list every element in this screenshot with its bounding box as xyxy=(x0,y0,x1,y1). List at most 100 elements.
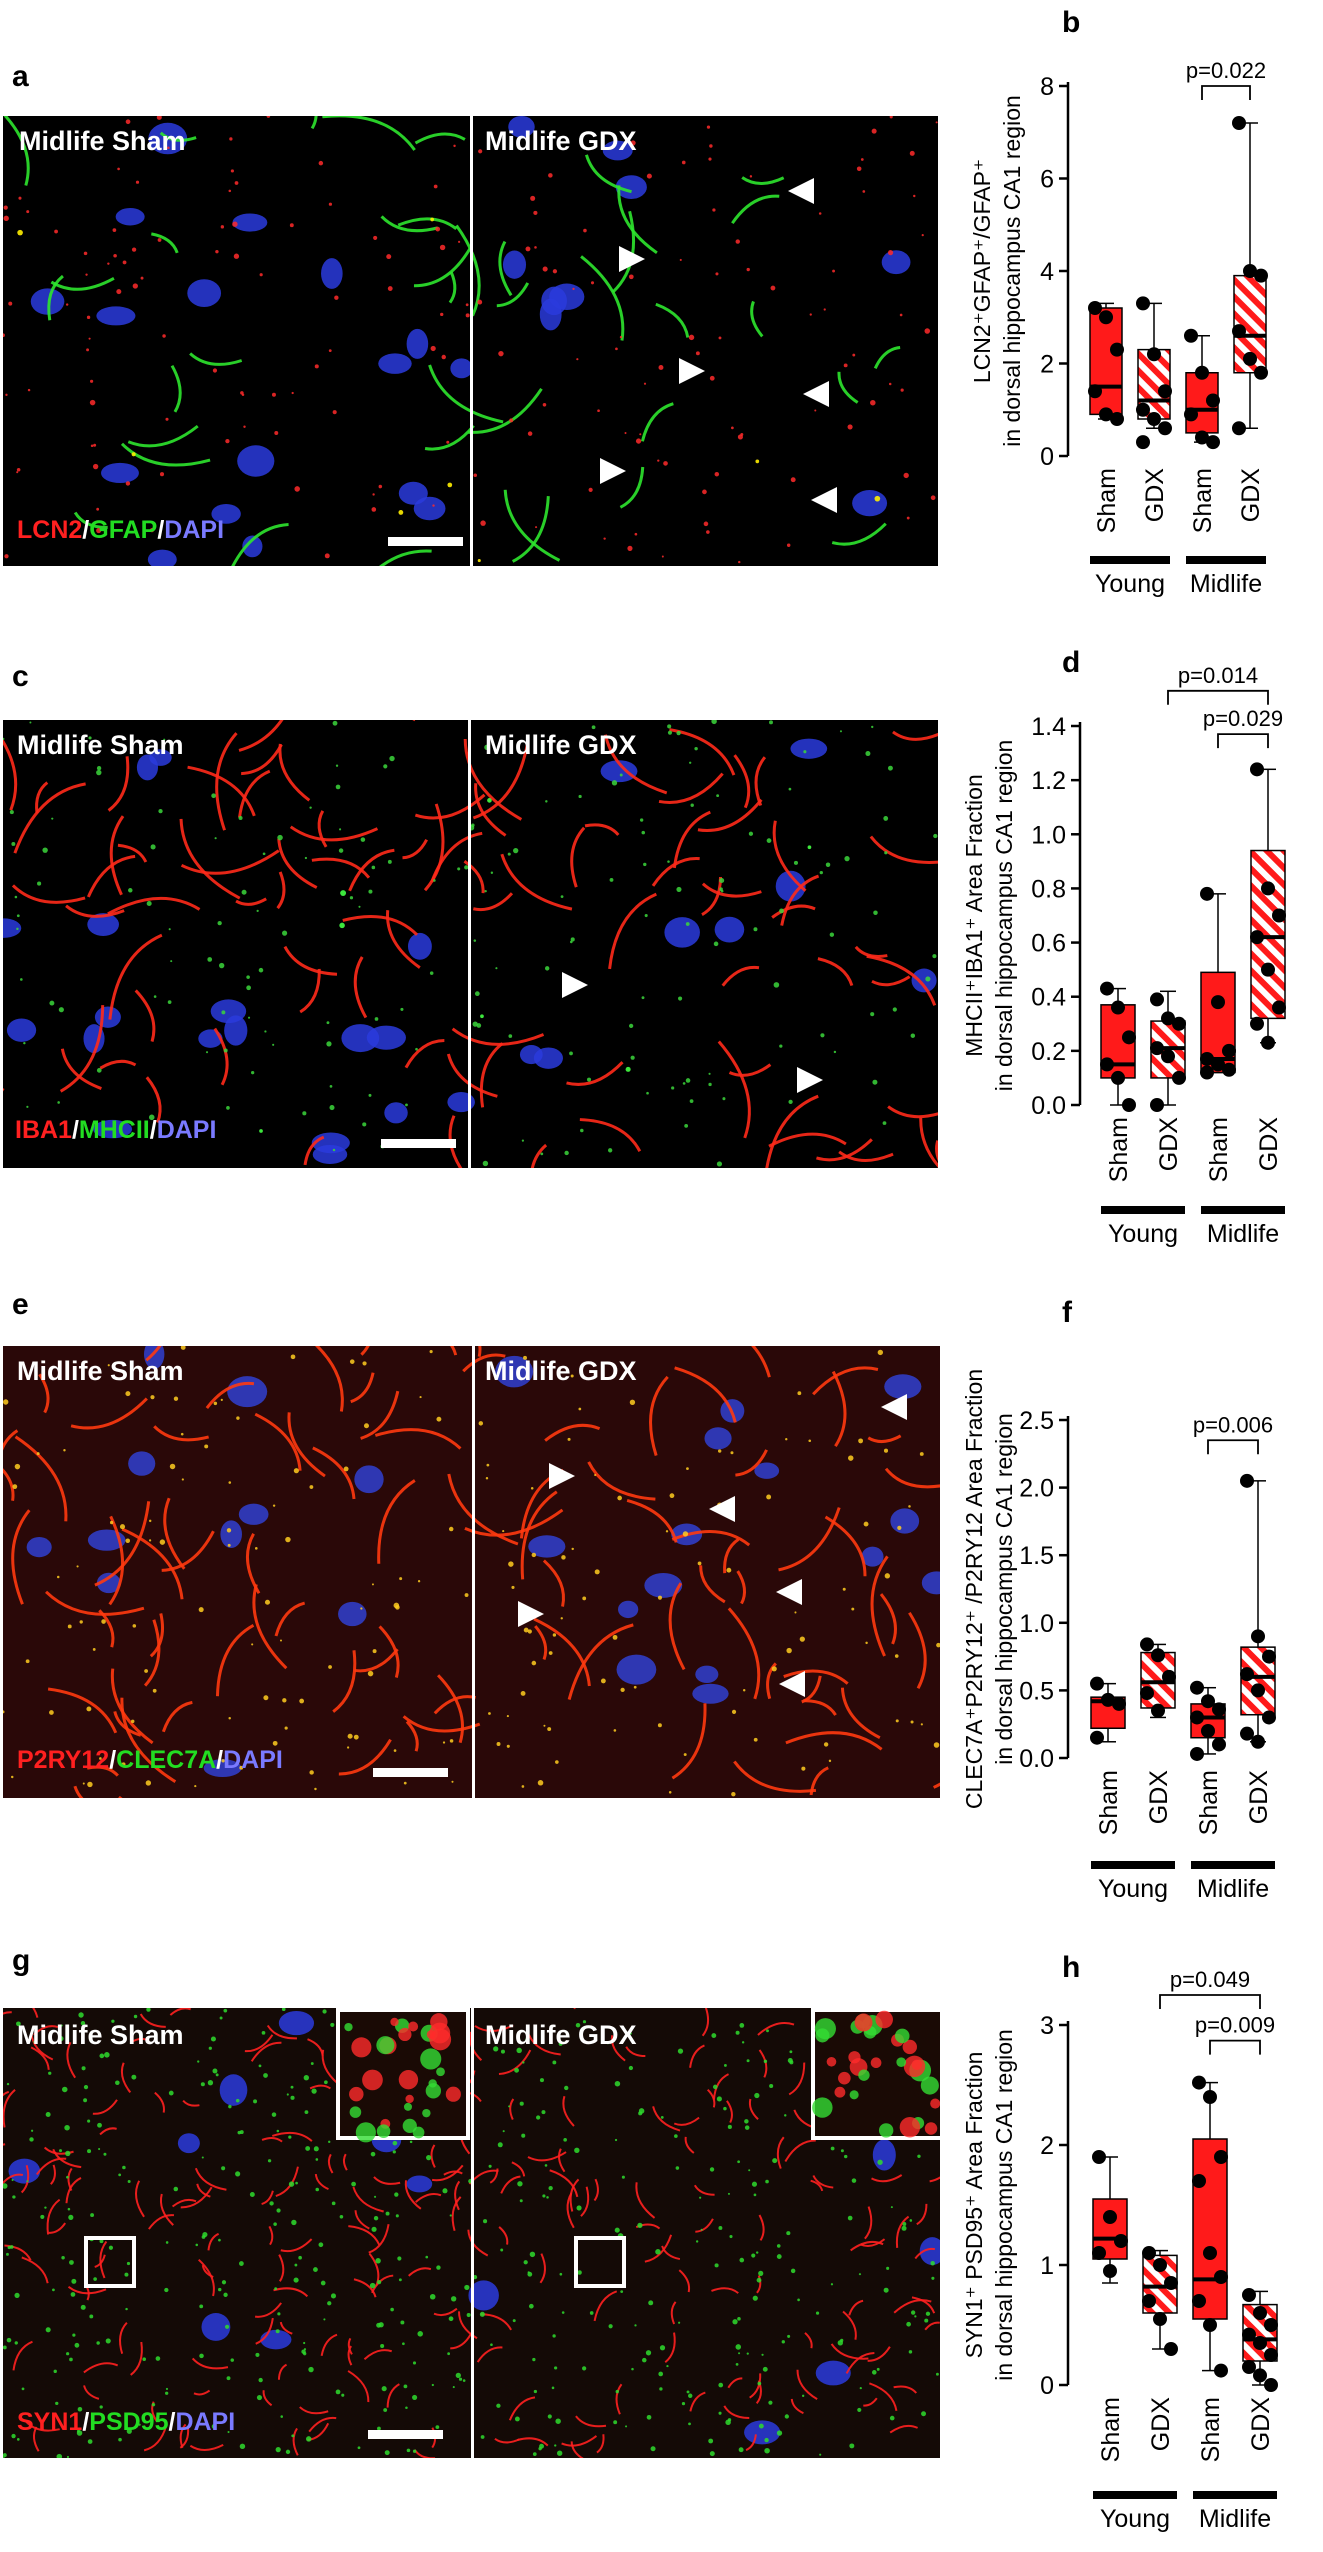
data-point xyxy=(1190,1680,1204,1695)
box-3 xyxy=(1240,1473,1276,1749)
x-tick-label: GDX xyxy=(1147,2397,1175,2452)
data-point xyxy=(1203,2318,1217,2332)
data-point xyxy=(1242,2360,1256,2374)
data-point xyxy=(1140,1686,1154,1701)
data-point xyxy=(1172,1070,1186,1085)
data-point xyxy=(1110,412,1124,426)
comparison-1: p=0.009 xyxy=(1195,2013,1275,2055)
data-point xyxy=(1253,2368,1267,2383)
stain-e-part-3: / xyxy=(216,1746,224,1774)
data-point xyxy=(1100,1057,1114,1072)
data-point xyxy=(1158,384,1172,399)
data-point xyxy=(1232,324,1246,339)
scale-bar xyxy=(373,1768,448,1777)
y-tick-label: 1.5 xyxy=(1019,1542,1054,1570)
data-point xyxy=(1150,992,1164,1007)
data-point xyxy=(1136,296,1150,311)
scale-bar xyxy=(368,2430,443,2439)
stain-c-part-1: / xyxy=(71,1116,79,1144)
data-point xyxy=(1211,1057,1225,1072)
data-point xyxy=(1262,1649,1276,1664)
micrograph-g-left-label: Midlife Sham xyxy=(17,2020,184,2050)
y-tick-label: 0.4 xyxy=(1031,984,1066,1012)
p-value-label: p=0.022 xyxy=(1186,58,1266,83)
texture-group xyxy=(3,720,938,1168)
x-tick-label: GDX xyxy=(1247,2397,1275,2452)
data-point xyxy=(1142,2246,1156,2260)
data-point xyxy=(1114,2234,1128,2248)
box-0 xyxy=(1090,1676,1126,1745)
y-tick-label: 2.0 xyxy=(1019,1475,1054,1503)
texture-group xyxy=(3,116,938,566)
data-point xyxy=(1253,2336,1267,2350)
data-point xyxy=(1184,328,1198,343)
comparison-0: p=0.022 xyxy=(1186,58,1266,100)
y-tick-label: 0.6 xyxy=(1031,930,1066,958)
x-tick-label: Sham xyxy=(1093,468,1121,533)
data-point xyxy=(1254,365,1268,380)
p-value-label: p=0.006 xyxy=(1193,1412,1273,1437)
arrowhead-icon xyxy=(619,246,645,272)
data-point xyxy=(1099,310,1113,325)
box-2 xyxy=(1190,1680,1226,1761)
x-tick-label: Sham xyxy=(1195,1770,1223,1835)
stain-c-part-3: / xyxy=(149,1116,157,1144)
arrowhead-icon xyxy=(549,1463,575,1489)
micrograph-g-stain-label: SYN1/PSD95/DAPI xyxy=(17,2408,235,2437)
data-point xyxy=(1243,264,1257,278)
data-point xyxy=(1110,342,1124,357)
data-point xyxy=(1203,2246,1217,2260)
y-tick-label: 0.5 xyxy=(1019,1677,1054,1705)
data-point xyxy=(1088,301,1102,315)
stain-a-part-0: LCN2 xyxy=(17,516,83,544)
y-tick-label: 2.5 xyxy=(1019,1407,1054,1435)
arrowhead-icon xyxy=(600,458,626,484)
group-label: Young xyxy=(1100,2505,1170,2533)
data-point xyxy=(1136,402,1150,417)
data-point xyxy=(1251,1683,1265,1698)
box-3 xyxy=(1250,762,1286,1050)
group-label: Young xyxy=(1108,1220,1178,1248)
y-tick-label: 4 xyxy=(1040,258,1054,286)
x-tick-label: Sham xyxy=(1197,2397,1225,2462)
box-3 xyxy=(1242,2288,1278,2392)
arrowhead-icon xyxy=(881,1394,907,1420)
data-point xyxy=(1264,2348,1278,2362)
data-point xyxy=(1164,2276,1178,2290)
data-point xyxy=(1206,393,1220,408)
micrograph-c-stain-label: IBA1/MHCII/DAPI xyxy=(15,1116,216,1145)
stain-e-part-4: DAPI xyxy=(223,1746,283,1774)
scale-bar xyxy=(381,1139,456,1148)
comparison-1: p=0.029 xyxy=(1203,706,1283,749)
data-point xyxy=(1243,351,1257,366)
micrograph-c: Midlife Sham Midlife GDX IBA1/MHCII/DAPI xyxy=(3,720,938,1168)
y-tick-label: 8 xyxy=(1040,73,1054,101)
y-tick-label: 3 xyxy=(1040,2012,1054,2040)
data-point xyxy=(1262,1710,1276,1725)
data-point xyxy=(1142,2294,1156,2308)
data-point xyxy=(1195,365,1209,380)
panel-letter: d xyxy=(1062,646,1080,679)
arrowhead-icon xyxy=(788,178,814,204)
arrowhead-icon xyxy=(562,972,588,998)
x-tick-label: GDX xyxy=(1145,1770,1173,1825)
data-point xyxy=(1222,1062,1236,1077)
data-point xyxy=(1140,1637,1154,1652)
data-point xyxy=(1090,1730,1104,1745)
box-1 xyxy=(1136,296,1172,450)
y-tick-label: 1.4 xyxy=(1031,713,1066,741)
y-tick-label: 1.0 xyxy=(1019,1610,1054,1638)
data-point xyxy=(1164,2342,1178,2356)
data-point xyxy=(1162,1669,1176,1684)
data-point xyxy=(1214,2363,1228,2378)
data-point xyxy=(1261,962,1275,977)
data-point xyxy=(1251,1629,1265,1644)
data-point xyxy=(1232,116,1246,130)
data-point xyxy=(1222,1043,1236,1058)
x-tick-label: GDX xyxy=(1141,468,1169,523)
x-tick-label: Sham xyxy=(1189,468,1217,533)
panel-letter-e: e xyxy=(12,1288,29,1321)
stain-a-part-1: / xyxy=(82,516,90,544)
micrograph-g: Midlife Sham Midlife GDX SYN1/PSD95/DAPI xyxy=(3,2008,940,2458)
